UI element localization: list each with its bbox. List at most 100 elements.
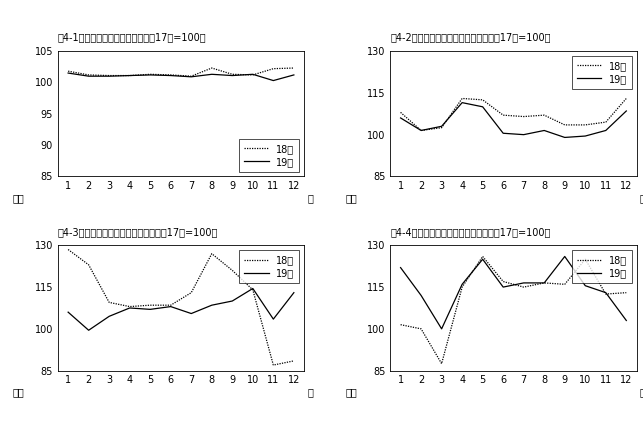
19年: [602, 128, 610, 133]
19年: [622, 109, 630, 114]
18年: [167, 302, 175, 308]
18年: [417, 326, 425, 331]
19年: [417, 128, 425, 133]
18年: [479, 97, 487, 102]
19年: [561, 254, 568, 259]
19年: [561, 135, 568, 140]
18年: [290, 66, 298, 71]
Text: 指数: 指数: [345, 388, 357, 397]
19年: [540, 128, 548, 133]
19年: [64, 310, 72, 315]
19年: [85, 74, 93, 79]
19年: [208, 302, 215, 308]
18年: [602, 120, 610, 125]
Text: 図4-4　生鮮果物　月別の動向　（平成17年=100）: 図4-4 生鮮果物 月別の動向 （平成17年=100）: [390, 227, 550, 237]
19年: [167, 73, 175, 78]
18年: [581, 122, 589, 127]
Line: 18年: 18年: [68, 68, 294, 76]
19年: [581, 133, 589, 138]
18年: [167, 72, 175, 78]
19年: [458, 100, 466, 105]
18年: [269, 363, 277, 368]
19年: [187, 311, 195, 316]
19年: [540, 280, 548, 285]
18年: [438, 361, 446, 366]
19年: [458, 282, 466, 287]
Legend: 18年, 19年: 18年, 19年: [572, 250, 631, 283]
19年: [187, 74, 195, 79]
19年: [126, 73, 134, 78]
18年: [126, 73, 134, 78]
18年: [64, 247, 72, 252]
Line: 18年: 18年: [68, 250, 294, 365]
19年: [269, 317, 277, 322]
18年: [458, 285, 466, 290]
Line: 19年: 19年: [68, 288, 294, 330]
18年: [520, 114, 527, 119]
18年: [438, 125, 446, 130]
Line: 19年: 19年: [68, 73, 294, 81]
Text: 指数: 指数: [345, 193, 357, 204]
19年: [622, 318, 630, 323]
18年: [397, 110, 404, 115]
18年: [187, 74, 195, 79]
18年: [290, 358, 298, 363]
19年: [208, 72, 215, 77]
19年: [228, 299, 236, 304]
Text: 月: 月: [640, 388, 643, 397]
18年: [105, 73, 113, 78]
19年: [290, 72, 298, 78]
19年: [520, 280, 527, 285]
18年: [397, 322, 404, 327]
18年: [540, 112, 548, 118]
19年: [479, 104, 487, 109]
19年: [520, 132, 527, 137]
19年: [417, 293, 425, 298]
18年: [500, 279, 507, 284]
Text: 指数: 指数: [13, 388, 24, 397]
19年: [249, 72, 257, 77]
19年: [602, 290, 610, 295]
19年: [438, 326, 446, 331]
19年: [500, 131, 507, 136]
19年: [105, 74, 113, 79]
Legend: 18年, 19年: 18年, 19年: [239, 250, 299, 283]
Line: 18年: 18年: [401, 256, 626, 364]
18年: [64, 69, 72, 74]
18年: [561, 282, 568, 287]
18年: [520, 285, 527, 290]
18年: [622, 290, 630, 295]
19年: [147, 307, 154, 312]
18年: [458, 96, 466, 101]
18年: [249, 72, 257, 78]
Line: 19年: 19年: [401, 103, 626, 138]
19年: [105, 314, 113, 319]
Legend: 18年, 19年: 18年, 19年: [572, 56, 631, 89]
Text: 月: 月: [640, 193, 643, 204]
18年: [126, 304, 134, 309]
19年: [581, 283, 589, 288]
Text: 月: 月: [307, 388, 313, 397]
Text: 図4-2　生鮮魚介　月別の動向　（年成17年=100）: 図4-2 生鮮魚介 月別の動向 （年成17年=100）: [390, 33, 551, 43]
19年: [167, 304, 175, 309]
19年: [249, 286, 257, 291]
18年: [561, 122, 568, 127]
18年: [602, 291, 610, 296]
Text: 図4-1　食料　月別の動向　（平成17年=100）: 図4-1 食料 月別の動向 （平成17年=100）: [58, 33, 206, 43]
19年: [228, 73, 236, 78]
19年: [64, 70, 72, 75]
18年: [479, 254, 487, 259]
18年: [581, 257, 589, 262]
Line: 18年: 18年: [401, 98, 626, 130]
18年: [228, 268, 236, 273]
Text: 指数: 指数: [13, 193, 24, 204]
19年: [438, 124, 446, 129]
18年: [500, 112, 507, 118]
18年: [228, 72, 236, 77]
19年: [85, 328, 93, 333]
19年: [290, 290, 298, 295]
Line: 19年: 19年: [401, 256, 626, 329]
18年: [417, 128, 425, 133]
18年: [269, 66, 277, 71]
19年: [126, 305, 134, 311]
